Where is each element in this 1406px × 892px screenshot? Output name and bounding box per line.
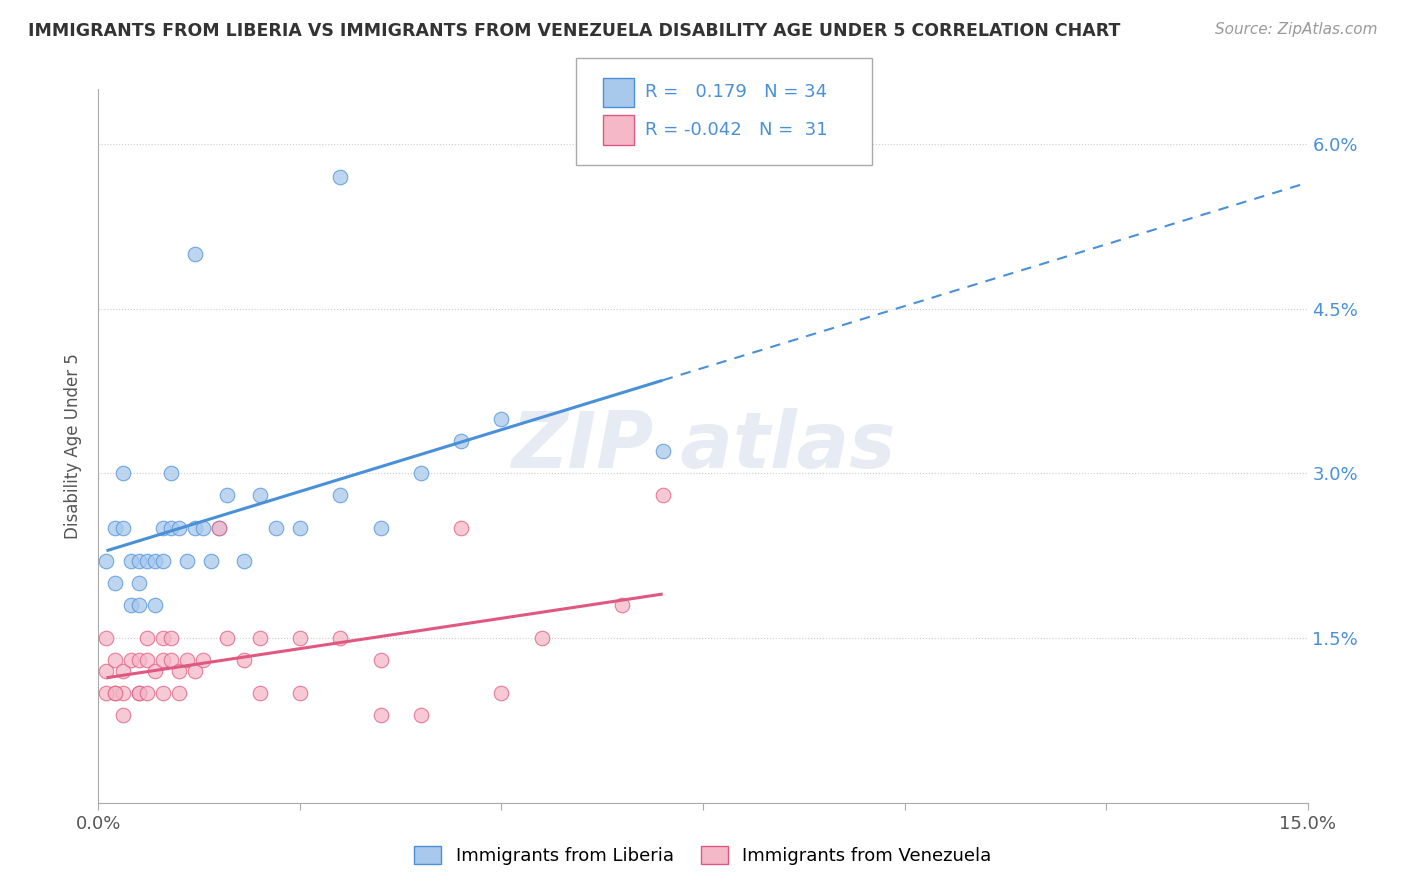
Point [128,554,150,568]
Point [152,653,174,667]
Point [409,467,432,481]
Point [200,554,222,568]
Point [96,554,118,568]
Point [143,598,166,612]
Point [232,653,254,667]
Point [128,576,150,591]
Point [450,521,472,535]
Point [111,708,134,723]
Point [232,554,254,568]
Point [288,521,311,535]
Point [128,653,150,667]
Point [111,686,134,700]
Point [329,488,352,502]
Point [103,686,125,700]
Text: Source: ZipAtlas.com: Source: ZipAtlas.com [1215,22,1378,37]
Point [96,664,118,678]
Point [370,708,392,723]
Point [329,631,352,645]
Point [370,521,392,535]
Point [370,653,392,667]
Point [249,631,271,645]
Point [491,686,513,700]
Point [103,521,125,535]
Point [135,554,157,568]
Point [264,521,287,535]
Point [120,554,142,568]
Point [217,631,239,645]
Point [111,521,134,535]
Point [249,488,271,502]
Text: R =   0.179   N = 34: R = 0.179 N = 34 [645,83,828,102]
Point [135,653,157,667]
Point [208,521,231,535]
Point [208,521,231,535]
Point [612,598,634,612]
Point [167,686,190,700]
Point [288,686,311,700]
Point [651,488,673,502]
Point [103,686,125,700]
Point [135,631,157,645]
Point [160,653,183,667]
Point [152,521,174,535]
Point [103,653,125,667]
Point [120,598,142,612]
Y-axis label: Disability Age Under 5: Disability Age Under 5 [65,353,83,539]
Point [152,631,174,645]
Text: R = -0.042   N =  31: R = -0.042 N = 31 [645,120,828,139]
Point [143,664,166,678]
Point [184,664,207,678]
Point [160,467,183,481]
Point [249,686,271,700]
Point [167,664,190,678]
Text: ZIP atlas: ZIP atlas [510,408,896,484]
Point [135,686,157,700]
Point [160,521,183,535]
Point [96,631,118,645]
Point [128,686,150,700]
Point [184,247,207,261]
Legend: Immigrants from Liberia, Immigrants from Venezuela: Immigrants from Liberia, Immigrants from… [408,838,998,872]
Point [152,686,174,700]
Point [176,554,198,568]
Point [184,521,207,535]
Point [288,631,311,645]
Point [450,434,472,448]
Text: IMMIGRANTS FROM LIBERIA VS IMMIGRANTS FROM VENEZUELA DISABILITY AGE UNDER 5 CORR: IMMIGRANTS FROM LIBERIA VS IMMIGRANTS FR… [28,22,1121,40]
Point [176,653,198,667]
Point [96,686,118,700]
Point [193,653,215,667]
Point [143,554,166,568]
Point [167,521,190,535]
Point [651,444,673,458]
Point [530,631,553,645]
Point [128,598,150,612]
Point [491,411,513,425]
Point [217,488,239,502]
Point [128,686,150,700]
Point [111,467,134,481]
Point [111,664,134,678]
Point [152,554,174,568]
Point [160,631,183,645]
Point [193,521,215,535]
Point [120,653,142,667]
Point [409,708,432,723]
Point [329,169,352,184]
Point [103,576,125,591]
